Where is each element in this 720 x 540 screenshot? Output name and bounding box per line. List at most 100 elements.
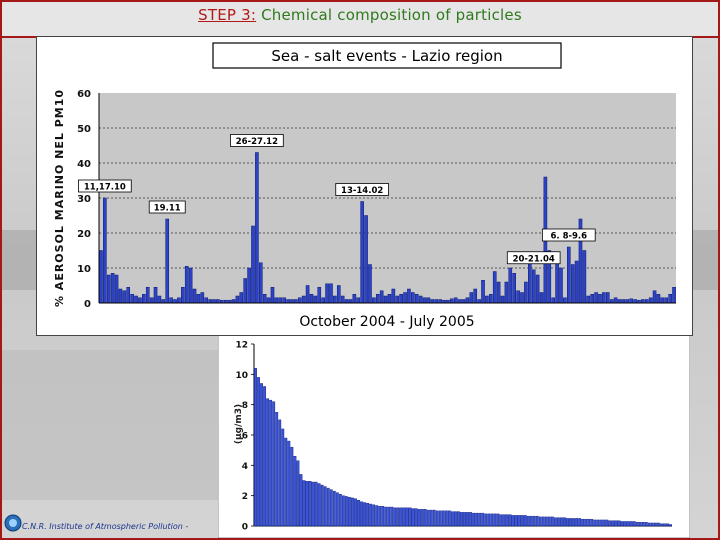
chart1-annotation: 19.11	[148, 200, 186, 214]
chart1-bar	[411, 292, 415, 304]
chart1-bar	[165, 218, 170, 304]
chart1-bar	[633, 299, 637, 304]
chart2-bar	[311, 481, 315, 527]
chart1-bar	[235, 295, 240, 304]
chart1-bar	[290, 299, 294, 304]
chart2-y-tick-label: 4	[242, 462, 248, 472]
chart1-bar	[247, 267, 251, 304]
chart2-bar	[299, 474, 303, 527]
chart2-bar	[372, 504, 376, 527]
chart2-bar	[272, 401, 276, 527]
chart2-bar	[481, 512, 485, 527]
chart1-annotation-label: 11,17.10	[84, 183, 126, 193]
chart2-bar	[296, 460, 300, 527]
chart1-bar	[177, 297, 181, 304]
chart2-bar	[366, 503, 370, 527]
chart2-bar	[435, 510, 439, 527]
chart1-bar	[617, 299, 622, 304]
chart2-bar	[505, 514, 509, 527]
chart2-bar	[602, 519, 606, 527]
chart2-bar	[514, 515, 518, 527]
chart2-bar	[460, 512, 463, 527]
chart2-bar	[396, 507, 400, 527]
chart2-bar	[363, 502, 366, 527]
chart1-y-tick-label: 20	[77, 229, 91, 240]
chart2-bar	[653, 522, 657, 527]
chart2-bar	[626, 521, 630, 527]
chart2-bar	[320, 484, 324, 527]
chart2-y-tick-label: 2	[242, 492, 248, 502]
chart1-bar	[379, 290, 384, 304]
chart2-bar	[581, 518, 585, 527]
chart2-bar	[347, 496, 351, 527]
chart1-bar	[208, 299, 212, 304]
chart1-bar	[563, 297, 567, 304]
chart2-bar	[426, 509, 430, 527]
chart1-bar	[457, 299, 462, 304]
chart2-bar	[650, 522, 654, 527]
chart2-bar	[266, 398, 270, 527]
slide-title-step: STEP 3:	[198, 6, 257, 24]
chart1-bar	[477, 299, 481, 304]
chart1-bar	[364, 215, 368, 304]
chart1-y-tick-label: 50	[77, 124, 91, 135]
chart1-annotation-label: 26-27.12	[236, 137, 278, 147]
chart1-bar	[395, 295, 400, 304]
sorted-concentration-chart: 0 2 4 6 8 10 12 (µg/m3)	[218, 334, 690, 538]
chart2-bar	[438, 510, 442, 527]
chart1-bar	[301, 295, 306, 304]
chart2-bar	[390, 506, 394, 527]
chart1-bar	[99, 250, 103, 304]
chart2-bar	[384, 506, 388, 527]
chart1-bar	[375, 294, 380, 304]
chart1-bar	[305, 285, 310, 304]
chart2-bar	[305, 481, 309, 527]
chart2-bar	[584, 518, 588, 527]
chart1-bar	[469, 292, 474, 304]
chart1-bar	[196, 294, 201, 304]
chart2-y-tick-label: 12	[235, 341, 248, 351]
chart2-bar	[635, 522, 639, 527]
chart2-bar	[417, 509, 421, 527]
chart1-bar	[282, 297, 286, 304]
chart1-bar	[465, 297, 470, 304]
chart2-bar	[566, 518, 569, 527]
chart1-bar	[594, 292, 598, 304]
chart1-bar	[508, 267, 513, 304]
chart2-bar	[378, 506, 382, 527]
chart2-y-tick-label: 10	[235, 371, 248, 381]
chart1-y-axis-label: % AEROSOL MARINO NEL PM10	[53, 89, 66, 307]
chart2-bar	[669, 524, 672, 527]
chart2-bar	[569, 518, 572, 527]
chart1-bar	[106, 274, 111, 304]
chart1-annotation: 6. 8-9.6	[541, 228, 596, 242]
slide-title: STEP 3: Chemical composition of particle…	[0, 6, 720, 24]
chart1-bar	[539, 292, 544, 304]
chart2-bar	[405, 507, 409, 527]
chart1-bar	[492, 271, 497, 304]
chart2-bar	[620, 521, 624, 527]
chart1-bar	[504, 281, 509, 304]
chart2-bar	[454, 511, 457, 527]
chart1-bar	[329, 283, 333, 304]
chart1-y-tick-label: 60	[77, 89, 91, 100]
chart2-bar	[638, 522, 642, 527]
chart2-bar	[517, 515, 521, 527]
chart1-bar	[450, 298, 454, 304]
chart1-bar	[251, 225, 255, 304]
chart2-bar	[644, 522, 648, 527]
chart1-bar	[231, 299, 236, 304]
chart1-bar	[169, 297, 173, 304]
chart2-bar	[535, 515, 539, 527]
chart2-bar	[496, 513, 500, 527]
chart1-bar	[212, 299, 216, 304]
chart1-annotation: 13-14.02	[335, 183, 389, 196]
chart2-bar	[450, 511, 454, 527]
chart1-bar	[216, 299, 220, 304]
chart2-bar	[393, 507, 397, 527]
chart1-bar	[352, 294, 357, 304]
chart1-bar	[407, 288, 411, 304]
chart1-bar	[590, 294, 594, 304]
chart1-bar	[181, 287, 185, 304]
chart1-bar	[672, 287, 676, 304]
